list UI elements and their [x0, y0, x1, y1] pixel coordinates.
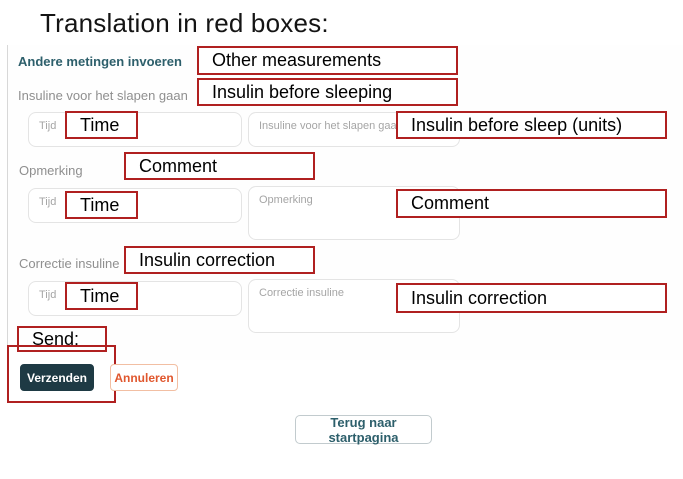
field-group-label-comment: Opmerking — [19, 163, 83, 178]
translation-box-comment-field: Comment — [396, 189, 667, 218]
field-group-label-insulin-before-sleep: Insuline voor het slapen gaan — [18, 88, 188, 103]
other-measurements-link[interactable]: Andere metingen invoeren — [18, 54, 182, 69]
submit-button[interactable]: Verzenden — [20, 364, 94, 391]
translation-box-other-measurements: Other measurements — [197, 46, 458, 75]
translation-box-insulin-before-sleeping: Insulin before sleeping — [197, 78, 458, 106]
translation-box-time-2: Time — [65, 191, 138, 219]
translation-box-insulin-correction-label: Insulin correction — [124, 246, 315, 274]
translation-box-insulin-before-sleep-units: Insulin before sleep (units) — [396, 111, 667, 139]
translation-box-comment-label: Comment — [124, 152, 315, 180]
slide-title: Translation in red boxes: — [40, 8, 329, 38]
field-group-label-insulin-correction: Correctie insuline — [19, 256, 120, 271]
translation-box-insulin-correction-field: Insulin correction — [396, 283, 667, 313]
back-to-start-button[interactable]: Terug naar startpagina — [295, 415, 432, 445]
translation-box-send: Send: — [17, 326, 107, 352]
cancel-button[interactable]: Annuleren — [110, 364, 178, 391]
translation-box-time-1: Time — [65, 111, 138, 139]
translation-box-time-3: Time — [65, 282, 138, 310]
